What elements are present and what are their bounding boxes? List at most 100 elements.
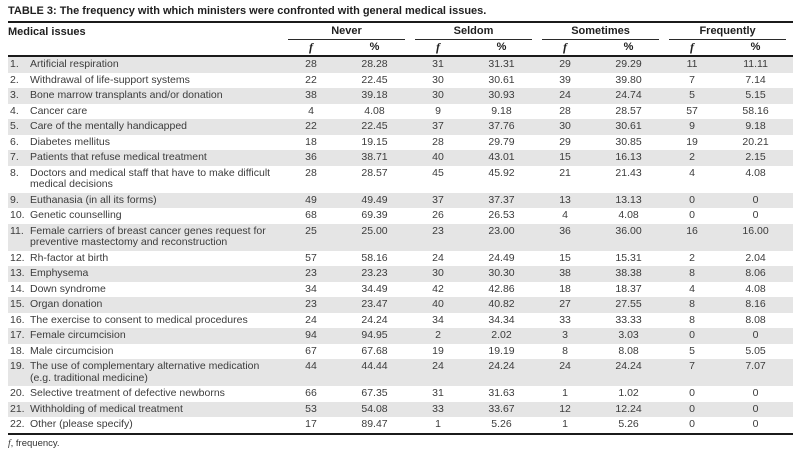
row-issue: Selective treatment of defective newborn… [30,387,225,399]
cell-f-never: 24 [305,313,317,326]
cell-pct-seldom: 29.79 [488,135,515,148]
table-caption-text: The frequency with which ministers were … [59,5,487,17]
row-number: 15. [10,298,25,310]
cell-f-seldom: 40 [432,298,444,310]
row-issue: Female carriers of breast cancer genes r… [30,224,266,248]
cell-pct-never: 4.08 [364,104,385,117]
cell-pct-frequently: 5.15 [745,89,766,101]
cell-f-sometimes: 30 [559,120,571,132]
cell-pct-never: 54.08 [361,402,388,415]
row-number: 6. [10,135,19,148]
cell-pct-seldom: 33.67 [488,402,515,415]
cell-f-sometimes: 13 [559,193,571,206]
cell-f-frequently: 9 [689,120,695,132]
cell-f-never: 94 [305,329,317,341]
row-issue: Cancer care [30,104,88,117]
subheader-f-sometimes: f [539,40,592,57]
cell-f-sometimes: 29 [559,58,571,70]
cell-pct-never: 58.16 [361,251,388,264]
cell-pct-never: 34.49 [361,282,388,295]
cell-pct-seldom: 26.53 [488,209,515,221]
cell-f-never: 68 [305,209,317,221]
cell-f-frequently: 57 [686,104,698,117]
group-header-sometimes: Sometimes [539,23,666,40]
cell-f-sometimes: 1 [562,418,568,430]
cell-pct-sometimes: 28.57 [615,104,642,117]
cell-f-seldom: 30 [432,267,444,279]
cell-f-sometimes: 29 [559,135,571,148]
group-header-never-label: Never [288,25,406,40]
cell-f-frequently: 16 [686,224,698,237]
row-number: 3. [10,89,19,101]
cell-pct-sometimes: 30.85 [615,135,642,148]
cell-f-seldom: 31 [432,58,444,70]
cell-pct-never: 28.28 [361,58,388,70]
table-header: Medical issues Never Seldom Sometimes Fr… [8,23,794,57]
row-number: 17. [10,329,25,341]
row-number: 16. [10,313,25,326]
cell-pct-sometimes: 24.74 [615,89,642,101]
cell-f-frequently: 8 [689,313,695,326]
cell-pct-frequently: 0 [752,193,759,206]
table-row: 7. Patients that refuse medical treatmen… [8,150,794,166]
row-issue: Organ donation [30,298,103,310]
row-number: 1. [10,58,19,70]
table-row: 10. Genetic counselling 68 69.39 26 26.5… [8,208,793,224]
cell-f-seldom: 24 [432,360,444,372]
cell-f-sometimes: 24 [559,360,571,372]
cell-f-sometimes: 36 [559,224,571,237]
cell-f-never: 53 [305,402,317,415]
group-header-sometimes-label: Sometimes [542,25,660,40]
cell-pct-never: 23.47 [361,298,388,310]
cell-f-frequently: 7 [689,73,695,86]
cell-pct-seldom: 34.34 [488,313,515,326]
footnote-text: , frequency. [10,437,60,449]
cell-pct-seldom: 43.01 [488,151,515,163]
cell-pct-frequently: 4.08 [745,166,766,179]
row-issue: Rh-factor at birth [30,251,109,264]
cell-pct-frequently: 5.05 [745,344,766,357]
frequency-table: Medical issues Never Seldom Sometimes Fr… [8,23,794,435]
cell-pct-seldom: 30.30 [488,267,515,279]
table-caption-label: TABLE 3: [8,5,57,17]
group-header-never: Never [285,23,412,40]
cell-pct-frequently: 2.15 [745,151,766,163]
row-number: 22. [10,418,25,430]
cell-f-sometimes: 39 [559,73,571,86]
cell-f-sometimes: 18 [559,282,571,295]
cell-f-never: 18 [305,135,317,148]
cell-pct-never: 22.45 [361,73,388,86]
table-row: 1. Artificial respiration 28 28.28 31 31… [8,56,794,73]
subheader-pct-seldom: % [464,40,540,57]
subheader-f-seldom: f [412,40,465,57]
cell-pct-sometimes: 5.26 [618,418,639,430]
cell-f-never: 28 [305,166,317,179]
cell-pct-never: 94.95 [361,329,388,341]
group-header-row: Medical issues Never Seldom Sometimes Fr… [8,23,793,57]
cell-f-seldom: 37 [432,193,444,206]
row-issue: Bone marrow transplants and/or donation [30,89,223,101]
row-number: 9. [10,193,19,206]
cell-pct-seldom: 31.31 [488,58,515,70]
cell-pct-frequently: 0 [752,418,759,430]
table-row: 9. Euthanasia (in all its forms) 49 49.4… [8,192,794,208]
subheader-pct-frequently: % [718,40,794,57]
row-number: 8. [10,166,19,179]
cell-pct-seldom: 2.02 [491,329,512,341]
cell-f-frequently: 4 [689,282,695,295]
row-issue: Emphysema [30,267,89,279]
table-row: 3. Bone marrow transplants and/or donati… [8,88,794,104]
cell-f-never: 25 [305,224,317,237]
table-footnote: f, frequency. [8,435,793,450]
row-issue: Euthanasia (in all its forms) [30,193,157,206]
table-row: 16. The exercise to consent to medical p… [8,313,793,329]
cell-pct-seldom: 37.76 [488,120,515,132]
cell-f-sometimes: 27 [559,298,571,310]
cell-pct-frequently: 4.08 [745,282,766,295]
cell-f-frequently: 0 [689,193,695,206]
row-number: 19. [10,360,25,372]
table-row: 6. Diabetes mellitus 18 19.15 28 29.79 2… [8,135,793,151]
table-caption: TABLE 3: The frequency with which ministe… [8,5,793,23]
cell-f-seldom: 42 [432,282,444,295]
